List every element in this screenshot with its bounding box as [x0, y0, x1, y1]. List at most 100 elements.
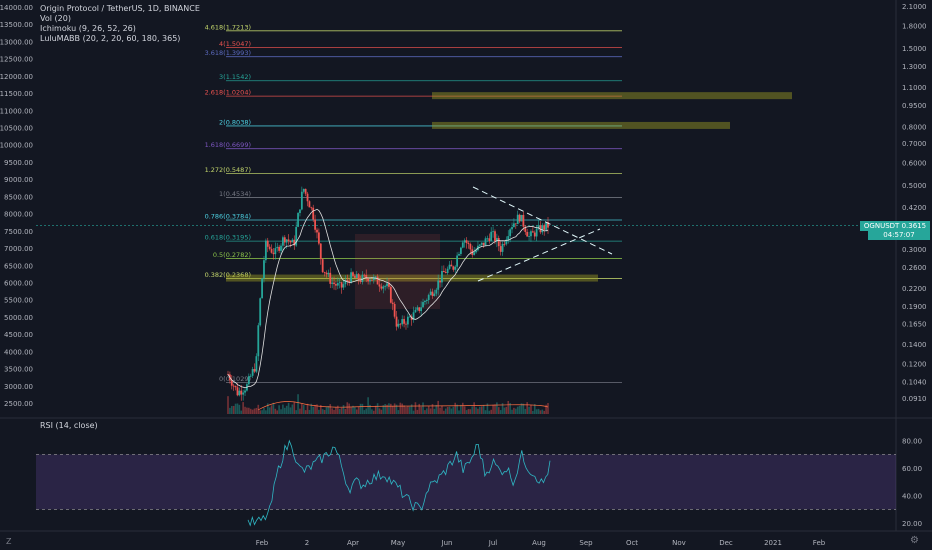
symbol-title[interactable]: Origin Protocol / TetherUS, 1D, BINANCE [40, 4, 200, 13]
candle [463, 238, 466, 248]
volume-bar [477, 408, 479, 414]
candle [478, 243, 481, 249]
candle [304, 188, 307, 196]
volume-bar [518, 405, 521, 414]
volume-bar [410, 404, 413, 414]
volume-bar [244, 406, 246, 414]
candle [382, 285, 385, 294]
volume-bar [492, 404, 494, 414]
timezone-button[interactable]: Z [6, 537, 12, 546]
ichimoku-indicator-label[interactable]: Ichimoku (9, 26, 52, 26) [40, 24, 136, 33]
candle-body [316, 229, 318, 233]
candle [259, 297, 262, 327]
candle-body [264, 240, 267, 261]
volume-bar [306, 403, 309, 414]
candle-body [535, 228, 538, 237]
candle-body [533, 232, 536, 237]
left-axis-tick-label: 5000.00 [4, 314, 33, 322]
right-axis-tick-label: 0.1400 [902, 341, 927, 349]
candle-body [509, 229, 512, 237]
candle-body [444, 272, 447, 274]
candle [530, 229, 532, 242]
fib-level-label: 2(0.8038) [219, 118, 251, 126]
candle [437, 274, 440, 296]
candle-body [494, 231, 496, 242]
volume-bar [297, 394, 299, 414]
lulu-indicator-label[interactable]: LuluMABB (20, 2, 20, 60, 180, 365) [40, 34, 181, 43]
candle [513, 218, 515, 228]
volume-indicator-label[interactable]: Vol (20) [40, 14, 71, 23]
candle [412, 306, 415, 323]
candle [327, 269, 330, 277]
candle-body [427, 294, 430, 301]
left-axis-tick-label: 12000.00 [0, 73, 33, 81]
volume-bar [248, 407, 250, 414]
candle-body [255, 356, 258, 372]
volume-bar [295, 410, 297, 414]
volume-bar [497, 407, 500, 414]
candle-body [287, 239, 290, 241]
candle-body [490, 231, 493, 241]
right-axis-tick-label: 0.8000 [902, 124, 927, 132]
volume-bar [342, 405, 345, 414]
volume-bar [365, 408, 368, 414]
candle [543, 223, 546, 236]
time-axis-label: Sep [579, 539, 593, 547]
left-axis-tick-label: 3000.00 [4, 383, 33, 391]
candle-body [283, 237, 286, 243]
volume-bar [376, 403, 379, 414]
time-axis-label: Jul [488, 539, 498, 547]
candle-body [429, 291, 432, 295]
volume-bar [452, 406, 455, 414]
candle [399, 323, 402, 329]
candle-body [399, 323, 402, 325]
candle-body [448, 264, 451, 269]
volume-bar [386, 404, 388, 414]
candle [475, 247, 477, 254]
candle [323, 271, 326, 277]
candle-body [295, 226, 298, 246]
gear-icon[interactable]: ⚙ [910, 535, 919, 546]
candle-body [478, 244, 481, 246]
candle-body [249, 375, 252, 377]
volume-bar [399, 402, 402, 414]
candle [435, 287, 438, 297]
candle-body [497, 238, 500, 247]
volume-bar [533, 404, 536, 414]
candle [524, 225, 527, 235]
volume-bar [547, 403, 549, 414]
candle-body [459, 247, 462, 254]
candle [365, 269, 368, 283]
candle [263, 256, 265, 283]
candle [240, 384, 243, 401]
rsi-axis-label: 60.00 [902, 465, 922, 473]
volume-bar [384, 404, 386, 414]
volume-bar [232, 405, 235, 414]
volume-ma-line [257, 401, 549, 411]
rsi-indicator-label[interactable]: RSI (14, close) [40, 421, 98, 430]
left-axis-tick-label: 6000.00 [4, 279, 33, 287]
volume-bar [382, 405, 385, 414]
candle-body [310, 207, 313, 209]
candle-body [501, 243, 504, 252]
candle [488, 233, 491, 244]
candle-body [437, 280, 440, 290]
candle-body [285, 239, 288, 243]
volume-bar [535, 409, 538, 414]
trendlines [472, 186, 613, 282]
candle [416, 305, 419, 312]
candle [357, 273, 360, 285]
left-axis-tick-label: 12500.00 [0, 56, 33, 64]
volume-bar [229, 407, 231, 414]
fib-level-label: 1.272(0.5487) [205, 166, 251, 174]
candle-body [526, 231, 529, 237]
volume-bar [312, 406, 315, 414]
volume-bar [431, 404, 434, 414]
candle-body [299, 209, 301, 214]
candle [516, 210, 519, 225]
left-axis-tick-label: 10500.00 [0, 125, 33, 133]
right-axis-tick-label: 0.9500 [902, 102, 927, 110]
fib-level-label: 0.618(0.3195) [205, 234, 251, 242]
candle [547, 217, 549, 234]
